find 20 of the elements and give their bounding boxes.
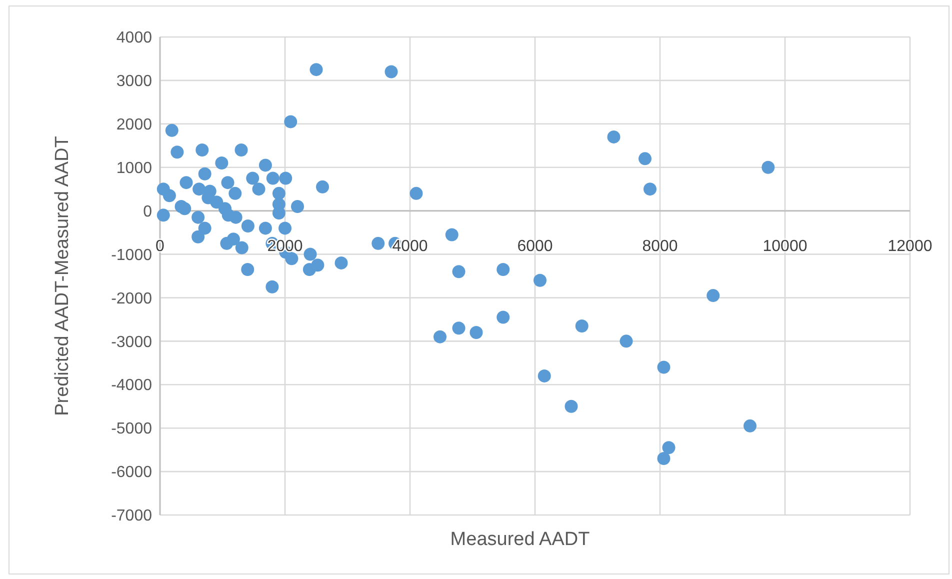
y-tick-label: 0 <box>143 203 152 220</box>
y-tick-label: 4000 <box>116 30 152 47</box>
y-tick-label: -7000 <box>111 508 152 525</box>
x-tick-label: 10000 <box>762 238 808 255</box>
x-tick-label: 4000 <box>392 238 428 255</box>
x-tick-label: 6000 <box>517 238 553 255</box>
y-tick-label: 2000 <box>116 116 152 134</box>
y-axis-title: Predicted AADT-Measured AADT <box>52 136 73 416</box>
y-tick-label: -6000 <box>111 464 152 482</box>
y-tick-label: -5000 <box>111 420 152 438</box>
y-tick-label: -1000 <box>111 246 152 264</box>
x-axis-title: Measured AADT <box>450 529 590 550</box>
y-tick-label: 1000 <box>116 160 152 177</box>
x-tick-label: 8000 <box>642 238 678 255</box>
y-tick-label: 3000 <box>116 73 152 90</box>
x-tick-label: 0 <box>156 238 165 255</box>
y-tick-label: -4000 <box>111 377 152 394</box>
y-tick-label: -3000 <box>111 334 152 351</box>
y-tick-label: -2000 <box>111 290 152 308</box>
x-tick-label: 12000 <box>888 238 932 255</box>
